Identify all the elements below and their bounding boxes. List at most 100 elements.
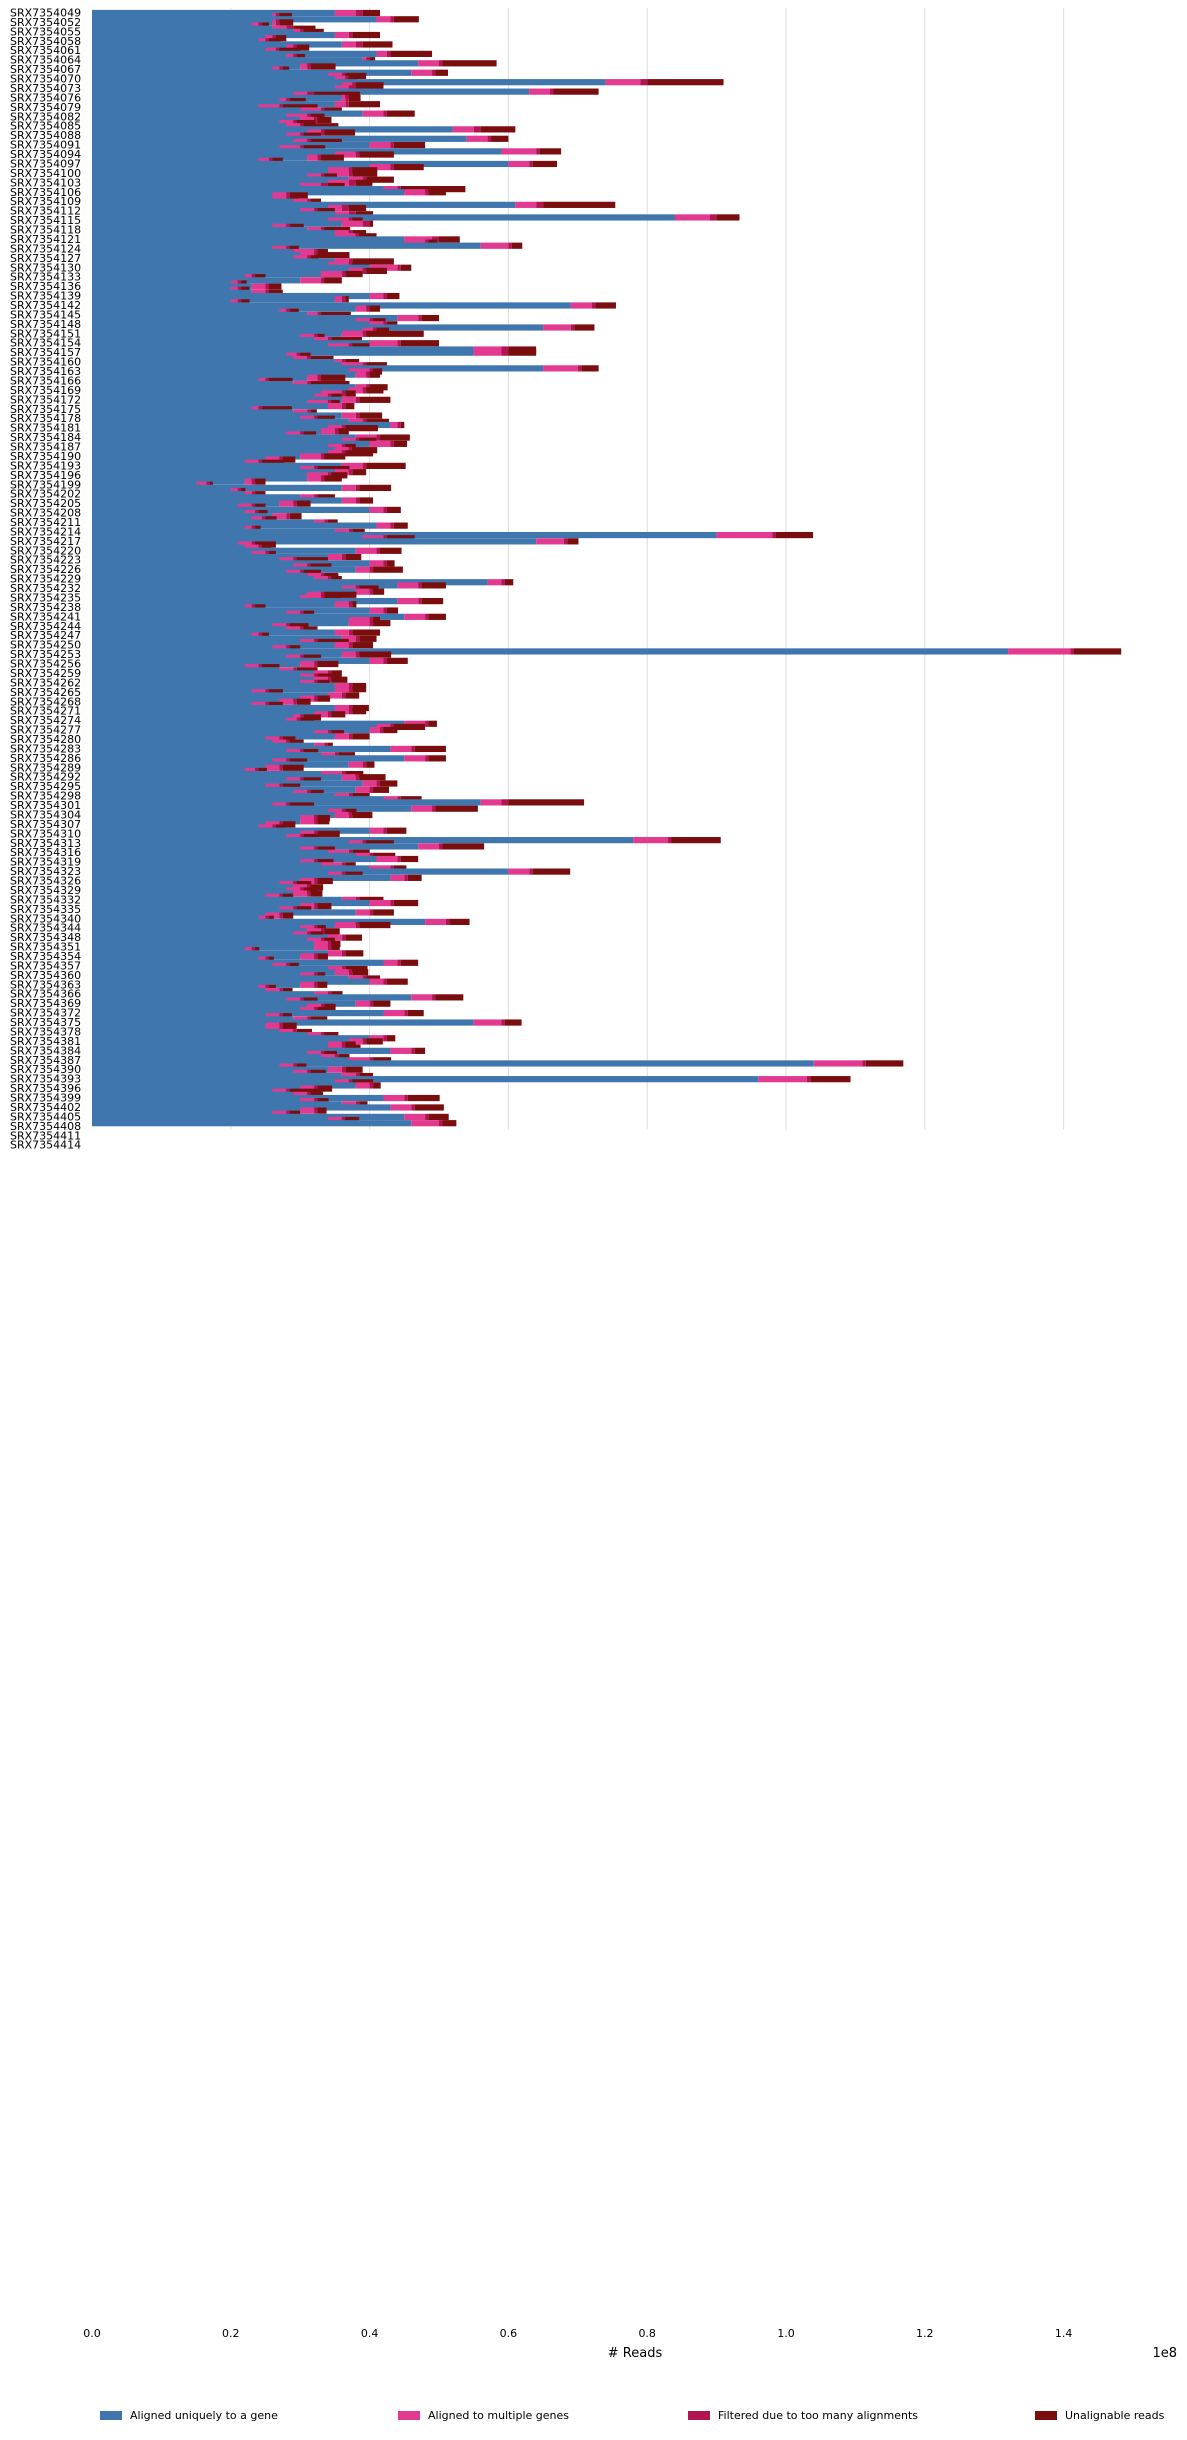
- bar-row-195-seg-1: [272, 623, 287, 630]
- bar-row-44-seg-1: [501, 148, 537, 155]
- bar-row-175-seg-0: [92, 560, 370, 567]
- bar-row-186-seg-0: [92, 594, 301, 602]
- bar-row-133-seg-3: [338, 428, 349, 435]
- bar-row-228-seg-2: [380, 726, 384, 734]
- bar-row-290-seg-2: [355, 921, 360, 929]
- bar-row-329-seg-1: [327, 1044, 342, 1051]
- bar-row-248-seg-0: [92, 789, 294, 797]
- bar-row-227-seg-0: [92, 723, 377, 731]
- bar-row-229-seg-1: [314, 730, 328, 737]
- bar-row-35-seg-3: [296, 119, 316, 127]
- bar-row-61-seg-1: [515, 201, 537, 208]
- bar-row-278-seg-3: [310, 884, 324, 891]
- bar-row-106-seg-0: [92, 343, 328, 350]
- bar-row-275-seg-2: [404, 874, 408, 881]
- bar-row-50-seg-1: [327, 167, 349, 174]
- bar-row-284-seg-0: [92, 903, 301, 910]
- bar-row-191-seg-2: [300, 610, 304, 617]
- bar-row-45-seg-3: [359, 151, 394, 158]
- bar-row-71-seg-2: [355, 233, 360, 240]
- bar-row-6-seg-2: [300, 28, 304, 35]
- bar-row-286-seg-1: [355, 909, 370, 916]
- bar-row-270-seg-0: [92, 859, 301, 866]
- bar-row-334-seg-2: [862, 1060, 866, 1067]
- bar-row-280-seg-2: [307, 890, 311, 897]
- bar-row-210-seg-0: [92, 670, 315, 677]
- bar-row-247-seg-2: [369, 786, 374, 793]
- bar-row-207-seg-1: [300, 660, 315, 668]
- bar-row-94-seg-3: [369, 305, 381, 312]
- bar-row-174-seg-3: [296, 557, 328, 564]
- bar-row-175-seg-3: [386, 560, 395, 567]
- bar-row-319-seg-3: [282, 1013, 292, 1020]
- bar-row-225-seg-2: [296, 717, 301, 724]
- bar-row-72-seg-2: [432, 236, 439, 243]
- bar-row-149-seg-3: [255, 478, 266, 485]
- bar-row-145-seg-0: [92, 465, 301, 473]
- bar-row-293-seg-3: [310, 931, 324, 938]
- bar-row-266-seg-3: [317, 846, 335, 853]
- bar-row-310-seg-2: [265, 984, 269, 992]
- bar-row-302-seg-0: [92, 959, 384, 966]
- bar-row-194-seg-2: [369, 620, 374, 627]
- y-tick-label-111: SRX7354387: [10, 1054, 81, 1067]
- x-tick-label-1: 0.2: [222, 2327, 240, 2340]
- bar-row-75-seg-0: [92, 245, 273, 252]
- bar-row-93-seg-3: [595, 302, 616, 309]
- bar-row-25-seg-0: [92, 88, 530, 95]
- y-tick-label-103: SRX7354363: [10, 978, 81, 991]
- bar-row-86-seg-0: [92, 280, 231, 287]
- bar-row-267-seg-0: [92, 849, 328, 856]
- bar-row-301-seg-0: [92, 956, 259, 963]
- bar-row-198-seg-2: [258, 632, 263, 639]
- bar-row-246-seg-0: [92, 783, 266, 790]
- bar-row-171-seg-3: [380, 547, 402, 554]
- bar-row-276-seg-0: [92, 877, 301, 885]
- y-tick-label-21: SRX7354112: [10, 205, 81, 218]
- bar-row-250-seg-0: [92, 796, 384, 803]
- bar-row-26-seg-2: [307, 91, 315, 98]
- bar-row-303-seg-2: [286, 962, 290, 970]
- bar-row-215-seg-3: [352, 686, 367, 693]
- bar-row-96-seg-2: [317, 311, 322, 319]
- bar-row-246-seg-2: [279, 783, 283, 790]
- bar-row-185-seg-2: [321, 591, 325, 598]
- bar-row-42-seg-1: [369, 141, 391, 149]
- bar-row-336-seg-2: [341, 1066, 346, 1073]
- bar-row-13-seg-1: [376, 50, 387, 57]
- bar-row-264-seg-2: [362, 840, 367, 847]
- bar-row-281-seg-2: [279, 893, 283, 900]
- y-tick-label-120: SRX7354414: [10, 1139, 81, 1152]
- bar-row-298-seg-2: [251, 947, 256, 954]
- bar-row-169-seg-2: [251, 541, 256, 548]
- bar-row-314-seg-3: [303, 997, 318, 1004]
- bar-row-232-seg-3: [289, 739, 304, 746]
- bar-row-319-seg-2: [279, 1013, 283, 1020]
- bar-row-73-seg-0: [92, 239, 405, 246]
- bar-row-130-seg-0: [92, 418, 349, 425]
- bar-row-47-seg-1: [258, 157, 269, 164]
- y-tick-label-2: SRX7354055: [10, 25, 81, 38]
- bar-row-277-seg-1: [279, 881, 294, 888]
- bar-row-48-seg-3: [532, 160, 557, 168]
- bar-row-328-seg-3: [345, 1041, 356, 1048]
- bar-row-104-seg-3: [331, 336, 362, 344]
- bar-row-214-seg-2: [348, 682, 353, 690]
- bar-row-10-seg-2: [355, 41, 363, 48]
- y-tick-label-112: SRX7354390: [10, 1063, 81, 1076]
- bar-row-270-seg-3: [317, 859, 334, 866]
- bar-row-7-seg-1: [334, 31, 349, 39]
- bar-row-155-seg-2: [355, 497, 360, 504]
- bar-row-205-seg-3: [303, 654, 322, 661]
- bar-row-142-seg-1: [265, 456, 280, 463]
- bar-row-36-seg-3: [303, 123, 339, 130]
- bar-row-85-seg-1: [300, 277, 322, 284]
- bar-row-49-seg-2: [390, 164, 394, 171]
- bar-row-170-seg-1: [244, 544, 259, 551]
- bar-row-29-seg-1: [334, 101, 346, 108]
- bar-row-111-seg-2: [341, 359, 346, 366]
- bar-row-261-seg-1: [300, 830, 315, 837]
- bar-row-295-seg-0: [92, 937, 308, 944]
- bar-row-3-seg-1: [272, 19, 276, 26]
